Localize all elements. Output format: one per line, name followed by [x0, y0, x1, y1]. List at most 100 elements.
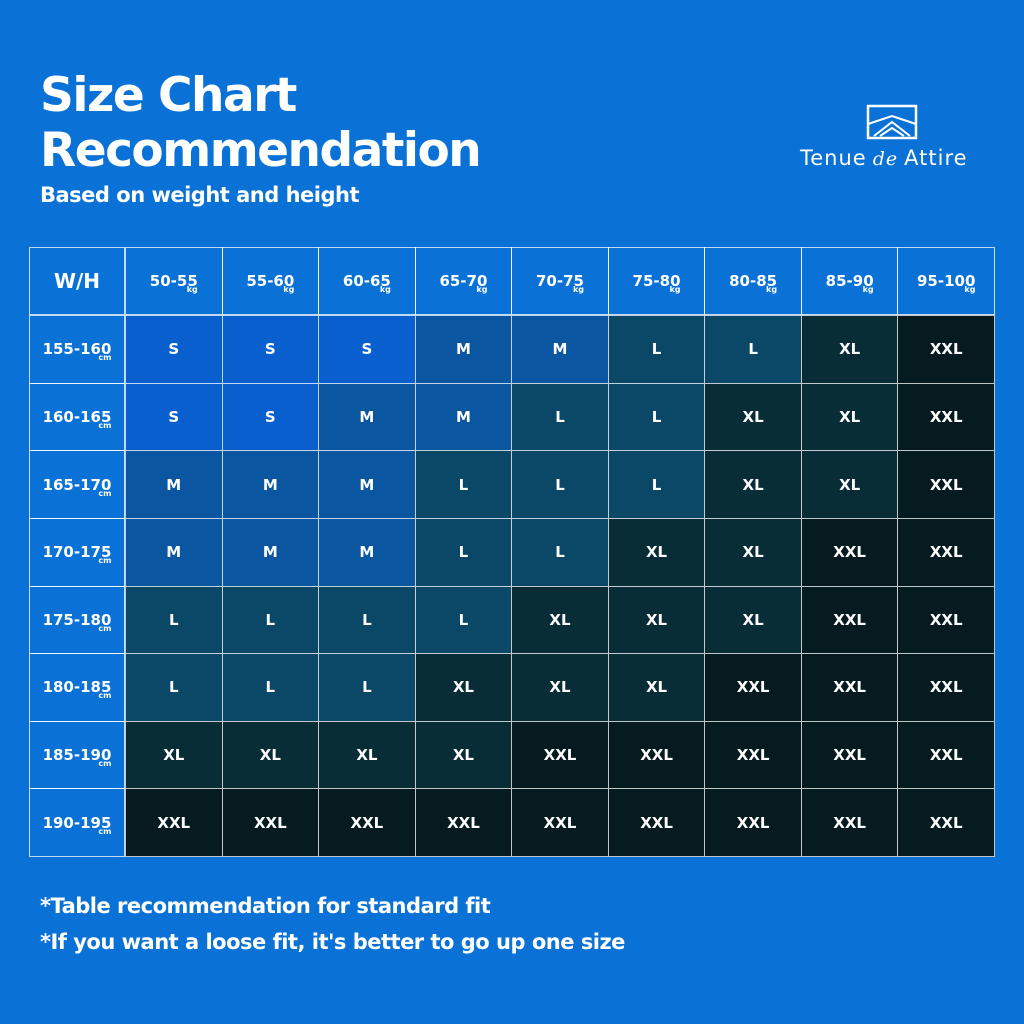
size-cell: XL — [221, 720, 320, 790]
size-cell: XXL — [221, 788, 320, 857]
size-cell: XL — [704, 585, 802, 655]
size-cell: S — [221, 382, 320, 452]
size-cell: L — [607, 315, 706, 384]
range-label: 50-55 kg — [150, 272, 198, 294]
range-label: 180-185 cm — [43, 678, 112, 700]
range-label: 85-90 kg — [826, 272, 874, 294]
size-cell: XL — [704, 382, 802, 452]
range-label: 185-190 cm — [42, 746, 112, 768]
column-header: 85-90 kg — [800, 247, 899, 315]
size-cell: XXL — [704, 788, 802, 857]
unit: cm — [98, 353, 112, 363]
range-label: 60-65 kg — [342, 272, 391, 294]
title-line: Size Chart — [40, 68, 297, 123]
column-header: 65-70 kg — [414, 247, 513, 315]
range: 175-180 — [42, 610, 112, 629]
unit: kg — [283, 285, 295, 294]
size-cell: XXL — [897, 788, 995, 857]
brand-name: Tenue de Attire — [800, 146, 968, 170]
size-cell: L — [704, 315, 802, 384]
size-cell: XL — [607, 517, 706, 587]
range: 60-65 — [342, 272, 391, 290]
size-cell: XL — [511, 653, 609, 722]
size-cell: XXL — [800, 517, 899, 587]
size-cell: XL — [318, 720, 416, 790]
note: *If you want a loose fit, it's better to… — [40, 930, 625, 954]
row-header: 175-180 cm — [29, 585, 125, 655]
size-cell: L — [607, 450, 706, 519]
size-cell: M — [318, 382, 416, 452]
size-cell: XL — [800, 382, 899, 452]
row-header: 180-185 cm — [29, 653, 125, 722]
size-cell: XL — [607, 585, 706, 655]
size-cell: L — [414, 517, 513, 587]
size-cell: L — [511, 450, 609, 519]
column-header: 55-60 kg — [221, 247, 320, 315]
size-cell: M — [125, 450, 223, 519]
corner-label: W/H — [53, 269, 101, 293]
size-cell: L — [221, 653, 320, 722]
size-cell: M — [221, 450, 320, 519]
size-cell: L — [414, 585, 513, 655]
size-cell: XXL — [511, 788, 609, 857]
range: 70-75 — [536, 272, 584, 290]
size-cell: XXL — [800, 788, 899, 857]
size-cell: XXL — [897, 653, 995, 722]
column-header: 70-75 kg — [511, 247, 609, 315]
column-header: 75-80 kg — [607, 247, 706, 315]
range: 75-80 — [632, 272, 681, 290]
size-cell: XL — [511, 585, 609, 655]
unit: cm — [98, 691, 112, 701]
unit: kg — [766, 285, 778, 294]
unit: cm — [98, 759, 112, 769]
subtitle: Based on weight and height — [40, 183, 360, 207]
size-cell: L — [125, 653, 223, 722]
size-cell: XL — [800, 450, 899, 519]
size-cell: XL — [414, 653, 513, 722]
size-cell: XL — [125, 720, 223, 790]
note: *Table recommendation for standard fit — [40, 894, 491, 918]
range-label: 70-75 kg — [536, 272, 584, 294]
size-cell: L — [414, 450, 513, 519]
size-cell: XXL — [897, 382, 995, 452]
size-cell: XXL — [704, 653, 802, 722]
row-header: 170-175 cm — [29, 517, 125, 587]
row-header: 165-170 cm — [29, 450, 125, 519]
unit: cm — [98, 488, 112, 498]
size-cell: XXL — [897, 450, 995, 519]
size-cell: XL — [414, 720, 513, 790]
size-cell: S — [125, 315, 223, 384]
size-cell: XXL — [318, 788, 416, 857]
range-label: 190-195 cm — [42, 813, 112, 836]
size-cell: M — [414, 382, 513, 452]
size-cell: S — [221, 315, 320, 384]
size-cell: L — [511, 382, 609, 452]
size-cell: XXL — [704, 720, 802, 790]
range: 170-175 — [42, 543, 112, 562]
range: 65-70 — [439, 272, 488, 290]
size-cell: M — [511, 315, 609, 384]
size-cell: XXL — [897, 517, 995, 587]
size-cell: XL — [607, 653, 706, 722]
column-header: 80-85 kg — [704, 247, 802, 315]
size-cell: XXL — [800, 720, 899, 790]
unit: cm — [98, 826, 112, 836]
size-cell: XXL — [897, 585, 995, 655]
range-label: 75-80 kg — [632, 272, 681, 294]
unit: kg — [669, 285, 681, 294]
size-cell: M — [125, 517, 223, 587]
range: 185-190 — [42, 746, 112, 765]
unit: cm — [98, 420, 112, 430]
range-label: 170-175 cm — [42, 543, 112, 565]
range: 190-195 — [42, 813, 112, 832]
title-line: Recommendation — [40, 123, 482, 178]
range: 80-85 — [729, 272, 778, 290]
unit: cm — [98, 556, 112, 566]
size-cell: XXL — [511, 720, 609, 790]
range: 155-160 — [42, 340, 112, 359]
unit: cm — [98, 623, 112, 633]
brand-word: Attire — [904, 146, 968, 170]
size-cell: M — [414, 315, 513, 384]
size-cell: L — [607, 382, 706, 452]
brand-word: de — [872, 148, 899, 170]
